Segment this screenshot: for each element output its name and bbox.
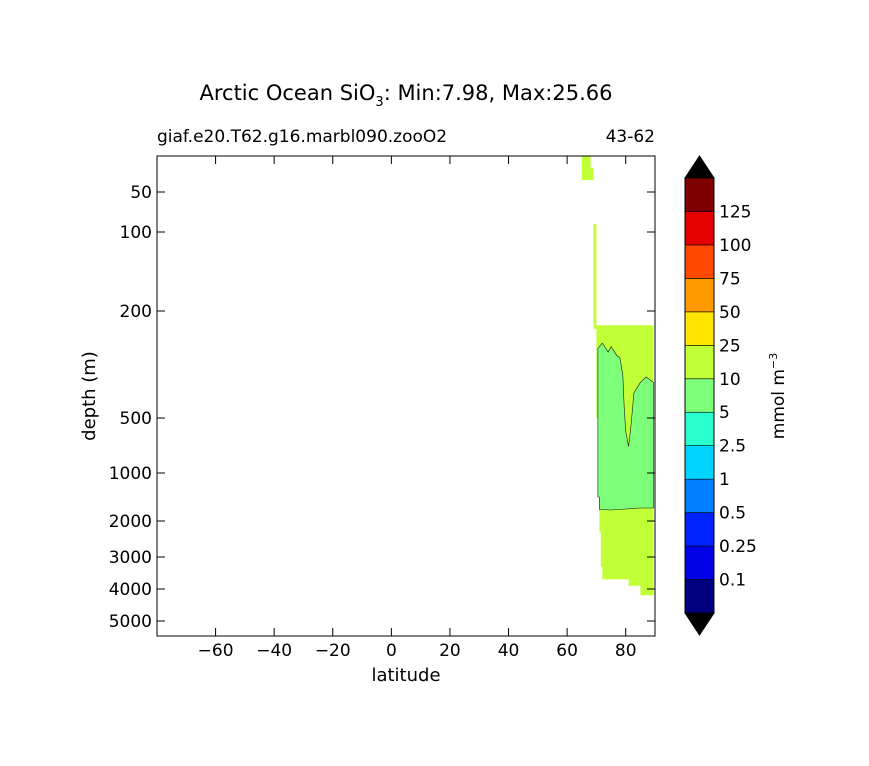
colorbar-tick-label: 1 bbox=[719, 470, 730, 490]
colorbar-tick-label: 75 bbox=[719, 269, 741, 289]
y-tick-label: 200 bbox=[120, 302, 152, 322]
colorbar-segment bbox=[684, 579, 715, 614]
colorbar-tick-label: 2.5 bbox=[719, 437, 746, 457]
x-tick-label: 20 bbox=[439, 641, 461, 661]
colorbar-tick-label: 0.25 bbox=[719, 537, 757, 557]
x-tick-label: −20 bbox=[315, 641, 351, 661]
colorbar: 0.1 0.25 0.5 1 2.5 5 10 25 50 75 100 125 bbox=[684, 155, 757, 636]
colorbar-segment bbox=[684, 445, 715, 480]
x-axis: −60 −40 −20 0 20 40 60 80 bbox=[198, 156, 637, 661]
x-tick-label: −40 bbox=[256, 641, 292, 661]
colorbar-label-exponent: −3 bbox=[767, 353, 780, 369]
y-axis: 50 100 200 500 1000 2000 3000 4000 5000 bbox=[109, 183, 655, 632]
y-axis-label: depth (m) bbox=[79, 351, 100, 441]
x-tick-label: 60 bbox=[556, 641, 578, 661]
colorbar-frame bbox=[684, 177, 715, 614]
chart-title: Arctic Ocean SiO3: Min:7.98, Max:25.66 bbox=[199, 81, 612, 110]
colorbar-label: mmol m−3 bbox=[767, 353, 789, 439]
x-axis-label: latitude bbox=[371, 665, 440, 686]
colorbar-segment bbox=[684, 411, 715, 446]
year-range-label: 43-62 bbox=[606, 127, 655, 147]
colorbar-segment bbox=[684, 177, 715, 212]
experiment-label: giaf.e20.T62.g16.marbl090.zooO2 bbox=[157, 127, 447, 147]
chart-title-stats: : Min:7.98, Max:25.66 bbox=[384, 81, 613, 105]
chart-title-main: Arctic Ocean SiO bbox=[199, 81, 375, 105]
x-tick-label: −60 bbox=[198, 641, 234, 661]
chart-title-subscript: 3 bbox=[375, 95, 383, 110]
contour-region-5-10 bbox=[597, 342, 654, 511]
colorbar-segment bbox=[684, 512, 715, 547]
colorbar-segment bbox=[684, 244, 715, 279]
colorbar-tick-label: 10 bbox=[719, 370, 741, 390]
colorbar-segment bbox=[684, 478, 715, 513]
x-tick-label: 80 bbox=[615, 641, 637, 661]
colorbar-tick-label: 5 bbox=[719, 403, 730, 423]
colorbar-tick-label: 100 bbox=[719, 236, 751, 256]
colorbar-extend-high bbox=[684, 155, 715, 179]
y-tick-label: 2000 bbox=[109, 512, 152, 532]
plot-background bbox=[157, 156, 655, 636]
x-tick-label: 0 bbox=[386, 641, 397, 661]
contour-regions bbox=[581, 156, 654, 596]
y-tick-label: 5000 bbox=[109, 612, 152, 632]
y-tick-label: 3000 bbox=[109, 548, 152, 568]
colorbar-tick-label: 0.1 bbox=[719, 571, 746, 591]
colorbar-tick-label: 125 bbox=[719, 202, 751, 222]
colorbar-segment bbox=[684, 278, 715, 313]
y-tick-label: 100 bbox=[120, 223, 152, 243]
colorbar-tick-label: 0.5 bbox=[719, 504, 746, 524]
colorbar-segment bbox=[684, 545, 715, 580]
colorbar-segment bbox=[684, 345, 715, 380]
colorbar-segment bbox=[684, 311, 715, 346]
y-tick-label: 1000 bbox=[109, 464, 152, 484]
y-tick-label: 50 bbox=[130, 183, 152, 203]
colorbar-tick-label: 25 bbox=[719, 336, 741, 356]
x-tick-label: 40 bbox=[498, 641, 520, 661]
y-tick-label: 4000 bbox=[109, 580, 152, 600]
colorbar-extend-low bbox=[684, 612, 715, 636]
plot-frame bbox=[156, 155, 656, 637]
colorbar-segment bbox=[684, 211, 715, 246]
colorbar-segment bbox=[684, 378, 715, 413]
y-tick-label: 500 bbox=[120, 409, 152, 429]
colorbar-tick-label: 50 bbox=[719, 303, 741, 323]
colorbar-label-main: mmol m bbox=[769, 369, 789, 439]
